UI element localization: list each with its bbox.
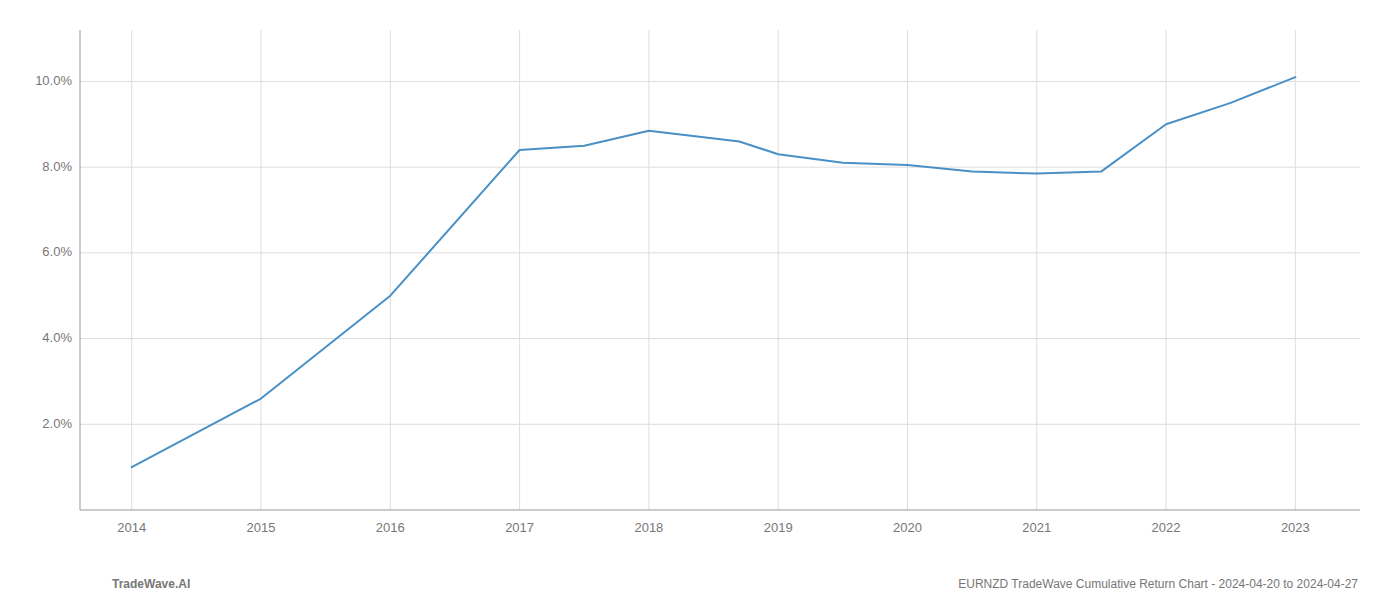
- ticks: 2.0% 4.0% 6.0% 8.0% 10.0% 2014 2015 2016 2017 201…: [35, 73, 1310, 535]
- y-grid-line: [80, 167, 1360, 168]
- x-grid-line: [1295, 30, 1296, 510]
- x-tick-label: 2019: [764, 520, 793, 535]
- plot-area: [132, 77, 1296, 467]
- footer-left: TradeWave.AI: [112, 577, 190, 591]
- chart: 2.0% 4.0% 6.0% 8.0% 10.0% 2014 2015 2016 2017 201…: [0, 0, 1400, 600]
- x-tick-label: 2023: [1281, 520, 1310, 535]
- x-tick-label: 2022: [1152, 520, 1181, 535]
- x-grid-line: [648, 30, 649, 510]
- x-grid-line: [1166, 30, 1167, 510]
- y-grid-line: [80, 81, 1360, 82]
- x-tick-label: 2018: [634, 520, 663, 535]
- x-axis-line: [80, 510, 1360, 511]
- x-grid-line: [907, 30, 908, 510]
- y-tick-label: 8.0%: [42, 159, 72, 174]
- x-tick-label: 2021: [1022, 520, 1051, 535]
- grid: [80, 30, 1360, 510]
- x-grid-line: [261, 30, 262, 510]
- y-axis-line: [80, 30, 81, 510]
- x-tick-label: 2015: [247, 520, 276, 535]
- y-tick-label: 4.0%: [42, 330, 72, 345]
- y-grid-line: [80, 424, 1360, 425]
- footer-right: EURNZD TradeWave Cumulative Return Chart…: [958, 577, 1358, 591]
- line: [132, 77, 1296, 467]
- y-tick-label: 6.0%: [42, 244, 72, 259]
- x-grid-line: [519, 30, 520, 510]
- x-tick-label: 2014: [117, 520, 146, 535]
- x-grid-line: [131, 30, 132, 510]
- x-tick-label: 2016: [376, 520, 405, 535]
- y-grid-line: [80, 338, 1360, 339]
- y-tick-label: 2.0%: [42, 416, 72, 431]
- x-grid-line: [390, 30, 391, 510]
- x-grid-line: [778, 30, 779, 510]
- x-tick-label: 2017: [505, 520, 534, 535]
- x-tick-label: 2020: [893, 520, 922, 535]
- y-tick-label: 10.0%: [35, 73, 72, 88]
- y-grid-line: [80, 252, 1360, 253]
- x-grid-line: [1036, 30, 1037, 510]
